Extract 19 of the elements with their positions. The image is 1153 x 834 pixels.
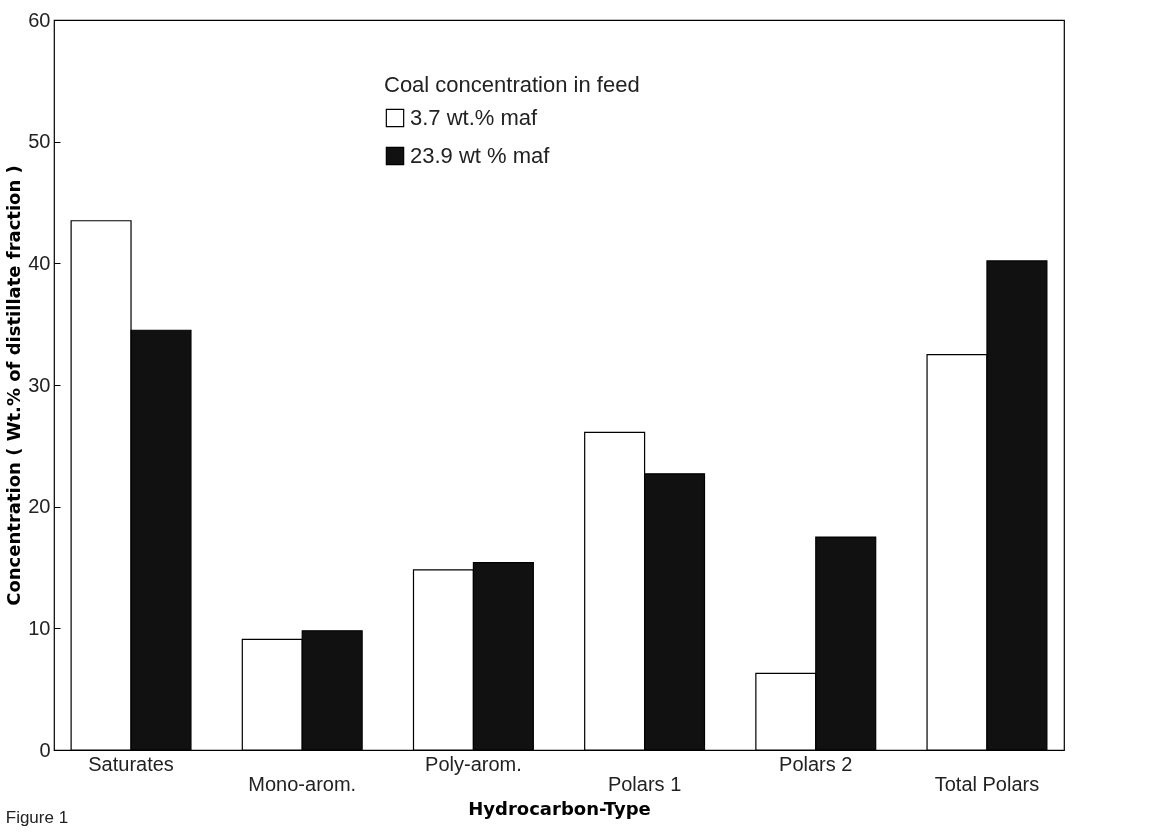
y-tick-label: 20 — [28, 495, 51, 518]
y-tick-label: 10 — [28, 616, 51, 639]
x-tick-label: Saturates — [88, 752, 174, 775]
x-tick-label: Polars 2 — [779, 752, 853, 775]
x-axis-title: Hydrocarbon-Type — [468, 797, 651, 819]
x-tick-label: Total Polars — [934, 772, 1040, 795]
y-axis-title: Concentration ( Wt.% of distillate fraction ) — [3, 165, 25, 606]
caption: Figure 1 — [5, 808, 69, 827]
y-tick-label: 0 — [39, 738, 51, 761]
y-tick-label: 40 — [28, 251, 51, 274]
y-tick-label: 30 — [28, 373, 51, 396]
x-tick-label: Polars 1 — [607, 772, 682, 795]
legend-label: 3.7 wt.% maf — [410, 105, 539, 130]
x-tick-label: Mono-arom. — [248, 772, 357, 795]
x-tick-label: Poly-arom. — [425, 752, 522, 775]
y-tick-label: 60 — [28, 8, 51, 31]
legend-label: 23.9 wt % maf — [410, 143, 551, 168]
y-tick-label: 50 — [28, 130, 51, 153]
legend-title: Coal concentration in feed — [384, 72, 640, 97]
